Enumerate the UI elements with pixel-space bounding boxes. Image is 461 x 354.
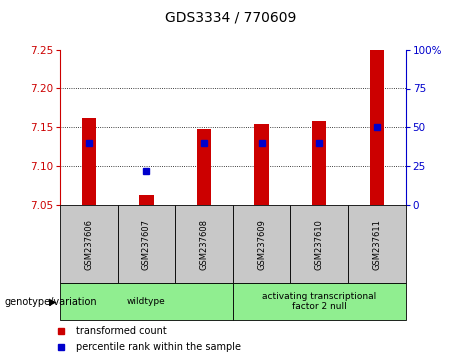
FancyBboxPatch shape bbox=[60, 205, 118, 283]
FancyBboxPatch shape bbox=[290, 205, 348, 283]
Text: genotype/variation: genotype/variation bbox=[5, 297, 97, 307]
Text: wildtype: wildtype bbox=[127, 297, 166, 306]
Text: GSM237607: GSM237607 bbox=[142, 219, 151, 270]
Text: GSM237610: GSM237610 bbox=[315, 219, 324, 270]
Bar bbox=[312, 121, 326, 205]
Text: percentile rank within the sample: percentile rank within the sample bbox=[76, 342, 241, 352]
Bar bbox=[370, 50, 384, 205]
Bar bbox=[139, 195, 154, 205]
Text: activating transcriptional
factor 2 null: activating transcriptional factor 2 null bbox=[262, 292, 376, 312]
FancyBboxPatch shape bbox=[118, 205, 175, 283]
Text: GSM237608: GSM237608 bbox=[200, 219, 208, 270]
FancyBboxPatch shape bbox=[348, 205, 406, 283]
Bar bbox=[254, 124, 269, 205]
Text: ▶: ▶ bbox=[49, 297, 57, 307]
Text: GSM237609: GSM237609 bbox=[257, 219, 266, 270]
Bar bbox=[197, 129, 211, 205]
FancyBboxPatch shape bbox=[233, 205, 290, 283]
FancyBboxPatch shape bbox=[233, 283, 406, 320]
Text: GSM237611: GSM237611 bbox=[372, 219, 381, 270]
Text: transformed count: transformed count bbox=[76, 326, 166, 336]
Text: GSM237606: GSM237606 bbox=[84, 219, 93, 270]
Bar bbox=[82, 118, 96, 205]
FancyBboxPatch shape bbox=[60, 283, 233, 320]
Text: GDS3334 / 770609: GDS3334 / 770609 bbox=[165, 11, 296, 25]
FancyBboxPatch shape bbox=[175, 205, 233, 283]
